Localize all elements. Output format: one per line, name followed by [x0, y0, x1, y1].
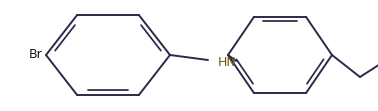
Text: HN: HN: [218, 56, 237, 68]
Text: Br: Br: [29, 49, 43, 61]
